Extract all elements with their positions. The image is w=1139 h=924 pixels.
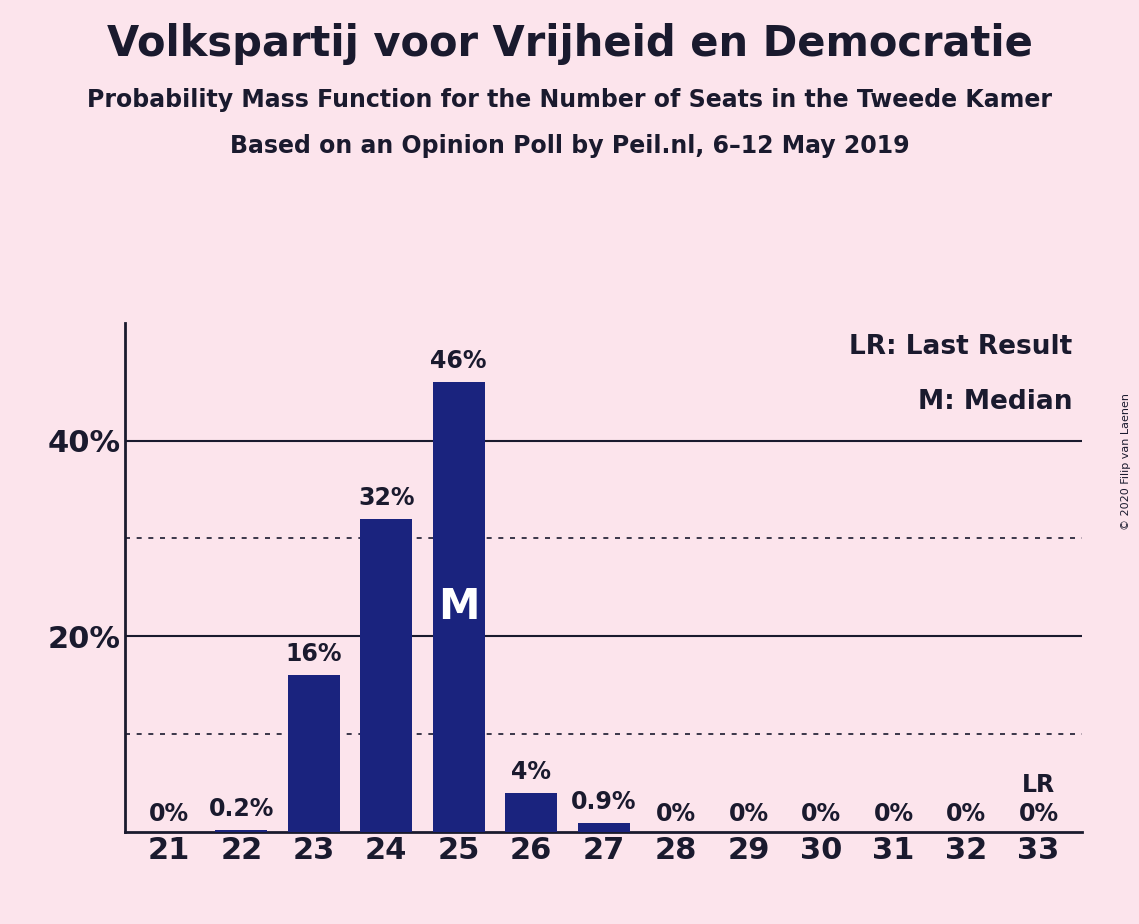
Bar xyxy=(360,519,412,832)
Text: 46%: 46% xyxy=(431,349,487,373)
Text: 0%: 0% xyxy=(729,802,769,826)
Text: © 2020 Filip van Laenen: © 2020 Filip van Laenen xyxy=(1121,394,1131,530)
Text: 0%: 0% xyxy=(947,802,986,826)
Text: 0%: 0% xyxy=(656,802,696,826)
Bar xyxy=(577,822,630,832)
Text: 0%: 0% xyxy=(1018,802,1058,826)
Text: 0%: 0% xyxy=(874,802,913,826)
Text: M: Median: M: Median xyxy=(918,390,1073,416)
Text: 16%: 16% xyxy=(286,642,342,666)
Text: LR: LR xyxy=(1022,773,1055,797)
Bar xyxy=(505,793,557,832)
Text: 32%: 32% xyxy=(358,486,415,510)
Text: 4%: 4% xyxy=(511,760,551,784)
Text: M: M xyxy=(439,586,480,627)
Text: Volkspartij voor Vrijheid en Democratie: Volkspartij voor Vrijheid en Democratie xyxy=(107,23,1032,65)
Text: Probability Mass Function for the Number of Seats in the Tweede Kamer: Probability Mass Function for the Number… xyxy=(87,88,1052,112)
Text: 0%: 0% xyxy=(149,802,189,826)
Text: 0%: 0% xyxy=(801,802,842,826)
Bar xyxy=(215,830,268,832)
Text: LR: Last Result: LR: Last Result xyxy=(850,334,1073,359)
Text: Based on an Opinion Poll by Peil.nl, 6–12 May 2019: Based on an Opinion Poll by Peil.nl, 6–1… xyxy=(230,134,909,158)
Bar xyxy=(288,675,339,832)
Bar xyxy=(433,382,485,832)
Text: 0.9%: 0.9% xyxy=(571,790,637,814)
Text: 0.2%: 0.2% xyxy=(208,796,274,821)
